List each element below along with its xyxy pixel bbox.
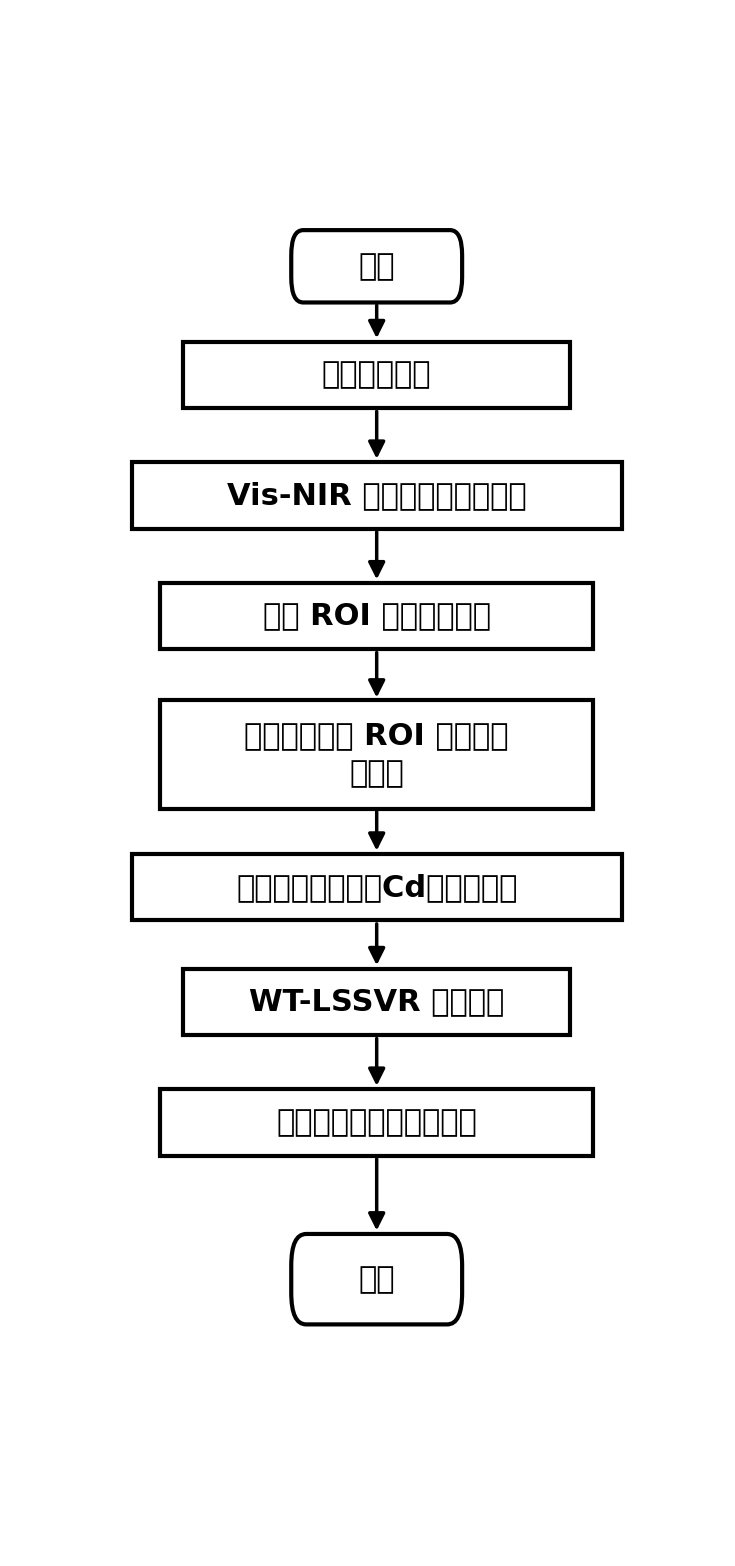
Bar — [183, 341, 570, 409]
Text: 二阶导算法对 ROI 光谱进行
预处理: 二阶导算法对 ROI 光谱进行 预处理 — [245, 720, 509, 788]
Bar — [183, 969, 570, 1035]
Text: 叶片镉含量定量预测评估: 叶片镉含量定量预测评估 — [276, 1107, 477, 1137]
Bar — [160, 583, 593, 650]
Bar — [132, 462, 622, 529]
FancyBboxPatch shape — [291, 1234, 462, 1325]
Text: Vis-NIR 高光谱图像信息采集: Vis-NIR 高光谱图像信息采集 — [227, 481, 526, 511]
Bar — [160, 700, 593, 810]
Text: 结束: 结束 — [359, 1265, 395, 1294]
Bar — [160, 1090, 593, 1156]
Bar — [132, 853, 622, 921]
Text: 叶片 ROI 光谱信息获取: 叶片 ROI 光谱信息获取 — [262, 601, 491, 631]
Text: 叶片中重金属镉（Cd）含量测定: 叶片中重金属镉（Cd）含量测定 — [236, 872, 517, 902]
FancyBboxPatch shape — [291, 230, 462, 302]
Text: WT-LSSVR 特征建模: WT-LSSVR 特征建模 — [249, 987, 504, 1016]
Text: 叶片样本制备: 叶片样本制备 — [322, 360, 431, 390]
Text: 开始: 开始 — [359, 252, 395, 280]
